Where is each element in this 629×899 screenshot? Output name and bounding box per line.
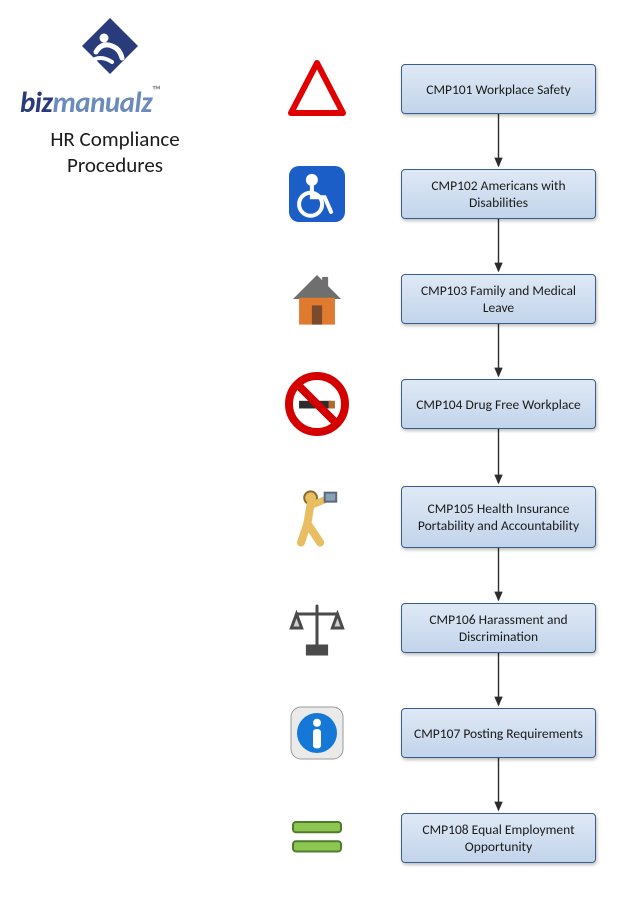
person-delivery-icon	[285, 485, 349, 554]
equals-icon	[285, 806, 349, 875]
flow-node-label: CMP105 Health Insurance Portability and …	[408, 500, 589, 534]
warning-triangle-icon	[285, 57, 349, 126]
flow-node-n6: CMP106 Harassment and Discrimination	[401, 603, 596, 653]
scales-icon	[285, 596, 349, 665]
flow-node-label: CMP101 Workplace Safety	[426, 81, 571, 98]
wheelchair-icon	[285, 162, 349, 231]
flow-node-n4: CMP104 Drug Free Workplace	[401, 379, 596, 429]
flow-node-n8: CMP108 Equal Employment Opportunity	[401, 813, 596, 863]
flow-node-label: CMP102 Americans with Disabilities	[408, 177, 589, 211]
flow-node-label: CMP108 Equal Employment Opportunity	[408, 821, 589, 855]
flow-node-label: CMP104 Drug Free Workplace	[416, 396, 581, 413]
house-icon	[285, 267, 349, 336]
flow-node-n2: CMP102 Americans with Disabilities	[401, 169, 596, 219]
flow-node-n7: CMP107 Posting Requirements	[401, 708, 596, 758]
flow-node-n5: CMP105 Health Insurance Portability and …	[401, 486, 596, 548]
flow-node-label: CMP106 Harassment and Discrimination	[408, 611, 589, 645]
flow-node-label: CMP107 Posting Requirements	[414, 725, 583, 742]
flow-node-label: CMP103 Family and Medical Leave	[408, 282, 589, 316]
no-smoking-icon	[285, 372, 349, 441]
info-icon	[285, 701, 349, 770]
flow-node-n3: CMP103 Family and Medical Leave	[401, 274, 596, 324]
flow-node-n1: CMP101 Workplace Safety	[401, 64, 596, 114]
